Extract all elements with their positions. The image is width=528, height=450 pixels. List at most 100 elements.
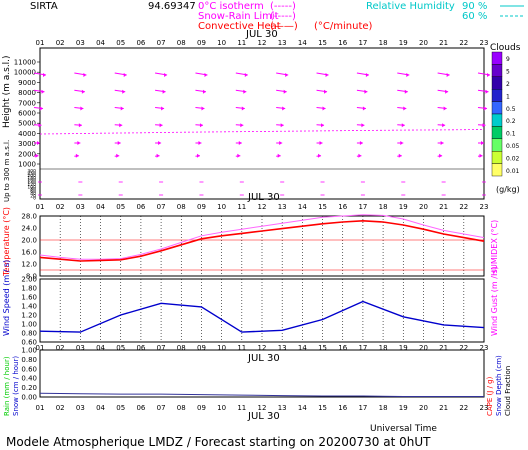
hour-tick-label: 21: [439, 344, 448, 352]
wind-speed-tick-label: 1.80: [21, 285, 37, 293]
low-height-tick-label: 80: [30, 187, 36, 193]
humidity-legend-label: Relative Humidity: [366, 1, 455, 12]
hour-tick-label: 08: [177, 39, 186, 47]
hour-tick-label: 09: [197, 39, 206, 47]
hour-tick-label: 22: [459, 404, 468, 412]
wind-arrow-head: [322, 106, 326, 111]
clouds-colorbar-unit: (g/kg): [496, 185, 520, 194]
temperature-panel: 28.0 24.0 20.0 16.0 12.0 8.0 Temperature (°C)…: [2, 207, 499, 281]
wind-arrow-head: [361, 123, 365, 128]
hour-tick-label: 09: [197, 203, 206, 211]
wind-arrow-head: [162, 89, 166, 94]
colorbar-swatch: [491, 113, 503, 127]
wind-arrow-head: [204, 73, 208, 77]
wind-speed-tick-label: 1.40: [21, 303, 37, 311]
hour-tick-label: 01: [36, 203, 45, 211]
wind-arrow-head: [283, 89, 287, 94]
precipitation-tick-label: 1.00: [21, 347, 37, 355]
wind-arrow-head: [446, 73, 450, 77]
date-label-3: JUL 30: [247, 353, 280, 364]
wind-arrow-head: [122, 89, 126, 94]
hour-tick-label: 17: [358, 39, 367, 47]
wind-arrow-head: [164, 73, 168, 77]
hour-tick-label: 20: [419, 203, 428, 211]
hour-tick-label: 19: [399, 344, 408, 352]
low-height-tick-label: 180: [27, 175, 36, 181]
hour-tick-label: 16: [338, 344, 347, 352]
hour-tick-label: 21: [439, 404, 448, 412]
wind-arrows: [33, 72, 491, 196]
clouds-colorbar: Clouds 9 5 2 1 0.5 0.2 0.1 0.05 0.02 0.01 (g/kg): [490, 43, 521, 194]
hour-tick-label: 20: [419, 39, 428, 47]
hour-tick-label: 05: [116, 39, 125, 47]
wind-arrow-head: [198, 141, 202, 145]
wind-arrow-head: [318, 153, 322, 158]
colorbar-tick-label: 0.2: [506, 118, 516, 125]
wind-arrow-head: [280, 123, 284, 128]
low-height-tick-label: 60: [30, 189, 36, 195]
hour-tick-label: 01: [36, 39, 45, 47]
legend-snow-rain-sample: (-----): [270, 11, 296, 22]
hour-tick-label: 12: [258, 39, 267, 47]
hour-tick-label: 01: [36, 344, 45, 352]
hour-tick-label: 03: [76, 39, 85, 47]
hour-tick-label: 06: [136, 404, 145, 412]
wind-arrow-head: [445, 89, 449, 94]
wind-arrow-head: [439, 153, 443, 158]
wind-arrow-head: [279, 141, 283, 145]
hour-tick-label: 16: [338, 203, 347, 211]
wind-speed-tick-label: 0.80: [21, 330, 37, 338]
hour-tick-label: 19: [399, 39, 408, 47]
hour-tick-label: 13: [278, 203, 287, 211]
low-height-tick-label: 140: [27, 180, 36, 186]
hour-tick-label: 07: [157, 404, 166, 412]
hour-tick-label: 19: [399, 203, 408, 211]
wind-profile-panel: 1100010000900080007000600050004000300020…: [2, 47, 491, 202]
wind-arrow-head: [80, 106, 84, 111]
low-height-tick-label: 40: [30, 191, 36, 197]
humidity-value-90: 90 %: [462, 1, 487, 12]
hour-tick-label: 18: [379, 39, 388, 47]
hour-tick-label: 20: [419, 344, 428, 352]
hour-axis-3: 01 02 03 04 05 06 07 08 09 10 11 12 13 14 15 16 17 18 19 20…: [36, 344, 489, 352]
temperature-grid: [39, 216, 485, 276]
wind-arrow-head: [123, 73, 127, 77]
height-tick-label: 7000: [18, 99, 36, 107]
wind-arrow-head: [481, 141, 484, 145]
low-height-tick-label: 0: [33, 196, 36, 202]
height-tick-label: 10000: [14, 69, 36, 77]
wind-arrow-head: [159, 123, 163, 128]
hour-tick-label: 23: [480, 203, 489, 211]
low-height-tick-label: 20: [30, 193, 36, 199]
legend-convective-label: Convective Heat: [198, 21, 281, 32]
low-height-tick-label: 100: [27, 184, 36, 190]
wind-arrow-head: [484, 106, 487, 111]
wind-arrow-head: [404, 89, 408, 94]
wind-speed-tick-label: 1.20: [21, 312, 37, 320]
hour-tick-label: 14: [298, 344, 307, 352]
wind-arrow-head: [161, 106, 165, 111]
precipitation-tick-label: 0.40: [21, 375, 37, 383]
wind-arrow-head: [358, 153, 362, 158]
top-hour-axis: 01 02 03 04 05 06 07 08 09 10 11 12 13 14 15 16 17 18 19 20…: [36, 39, 489, 47]
hour-tick-label: 12: [258, 404, 267, 412]
hour-tick-label: 11: [237, 203, 246, 211]
hour-tick-label: 14: [298, 39, 307, 47]
hour-tick-label: 07: [157, 344, 166, 352]
colorbar-swatch: [491, 126, 503, 140]
wind-arrow-head: [325, 73, 329, 77]
hour-tick-label: 09: [197, 344, 206, 352]
colorbar-tick-label: 1: [506, 93, 510, 100]
colorbar-swatch: [491, 64, 503, 78]
hour-tick-label: 15: [318, 203, 327, 211]
wind-profile-y-ticks: 1100010000900080007000600050004000300020…: [14, 59, 40, 202]
colorbar-tick-label: 0.05: [506, 143, 520, 150]
cloud-fraction-axis-label: Cloud Fraction: [504, 366, 512, 416]
wind-arrow-head: [485, 89, 489, 94]
date-label-bottom: JUL 30: [247, 411, 280, 422]
hour-tick-label: 02: [56, 404, 65, 412]
wind-arrow-head: [238, 141, 242, 145]
wind-arrow-head: [81, 89, 85, 94]
hour-tick-label: 04: [96, 203, 105, 211]
